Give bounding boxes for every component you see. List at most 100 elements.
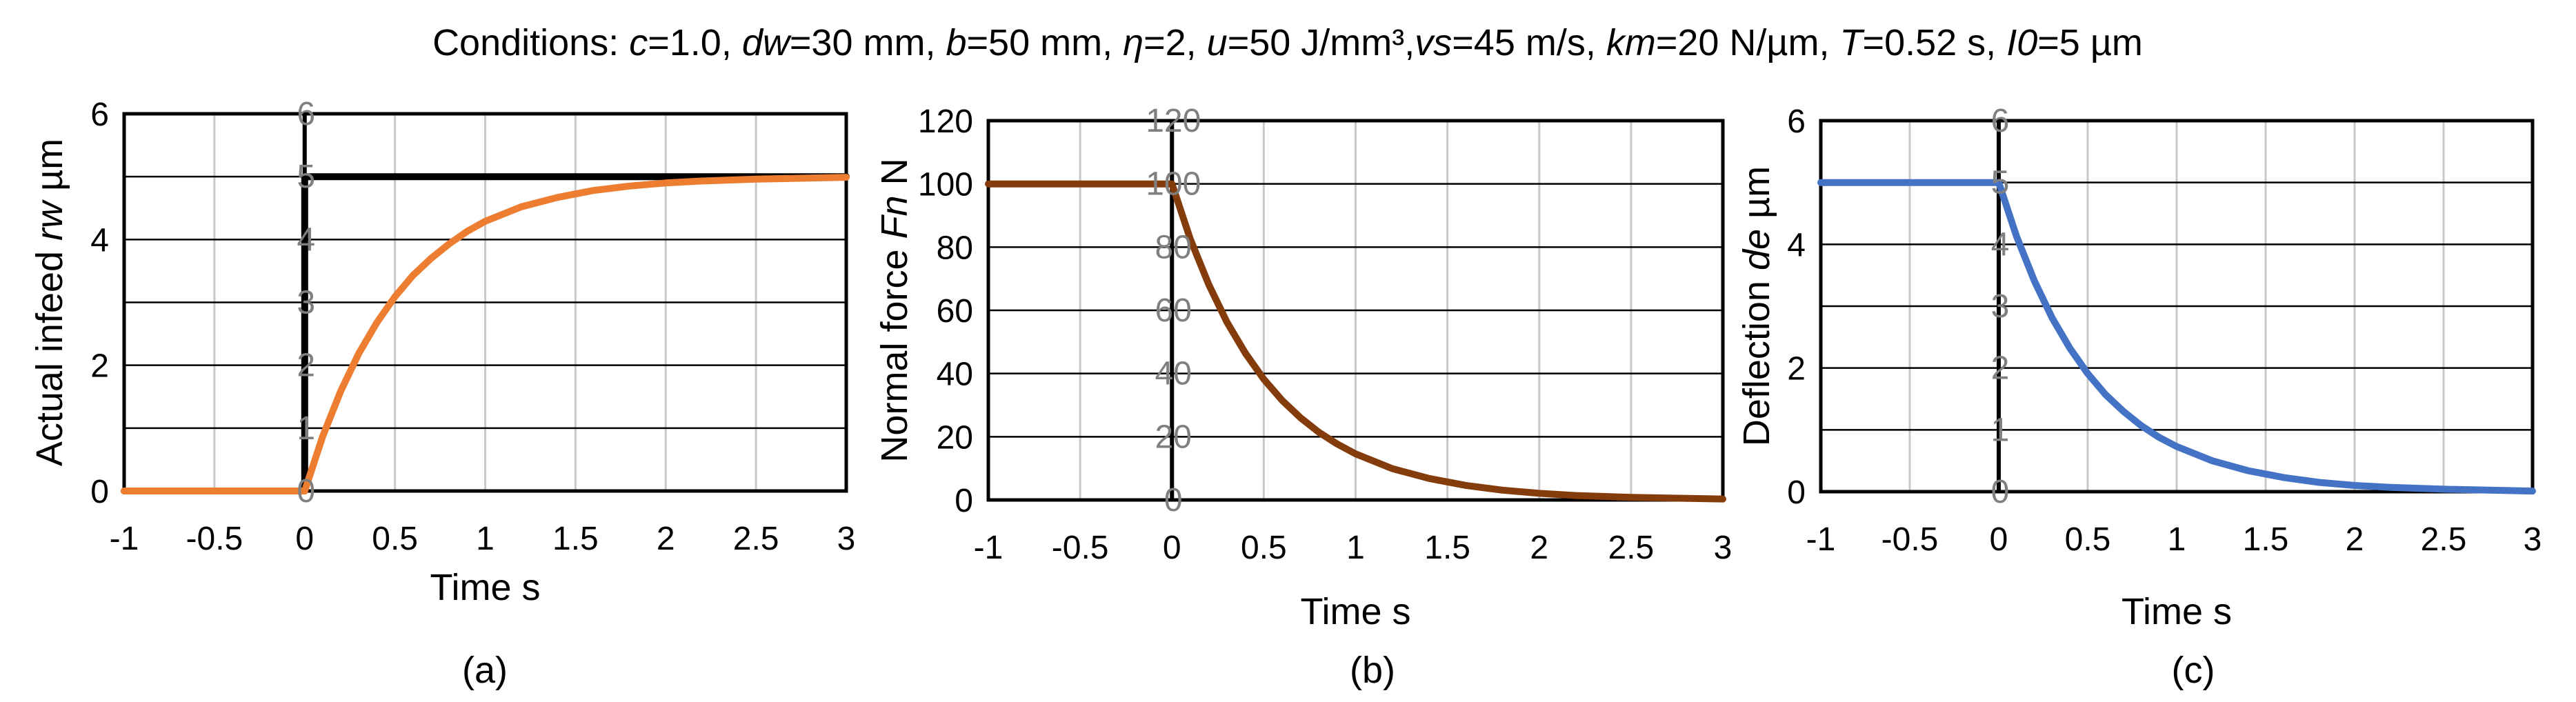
conditions-part: dw (742, 22, 792, 63)
conditions-part: vs (1415, 22, 1452, 63)
conditions-part: =1.0, (648, 22, 742, 63)
conditions-title: Conditions: c=1.0, dw=30 mm, b=50 mm, η=… (432, 22, 2143, 63)
x-tick-label: 1.5 (1424, 530, 1470, 566)
inner-y-tick-label: 2 (297, 348, 315, 384)
x-tick-label: 0 (1990, 521, 2008, 558)
conditions-part: km (1606, 22, 1656, 63)
y-axis-label: Normal force Fn N (874, 158, 915, 462)
y-tick-label: 4 (90, 222, 109, 259)
y-axis-label-part: Normal force (874, 239, 915, 462)
y-tick-label: 100 (918, 167, 973, 203)
inner-y-tick-label: 20 (1155, 419, 1192, 455)
conditions-part: =2, (1144, 22, 1207, 63)
x-tick-label: 2.5 (2421, 521, 2467, 558)
x-tick-label: -1 (110, 521, 139, 557)
y-tick-label: 80 (937, 230, 973, 266)
inner-y-tick-label: 0 (1991, 474, 2010, 510)
y-tick-label: 2 (1787, 351, 1806, 388)
x-tick-label: -0.5 (1052, 530, 1109, 566)
x-tick-label: 0.5 (1241, 530, 1287, 566)
x-tick-label: 2.5 (1608, 530, 1655, 566)
x-axis-label: Time s (1301, 591, 1411, 632)
y-axis-label-part: µm (1736, 166, 1777, 229)
conditions-part: η (1123, 22, 1144, 63)
inner-y-tick-label: 80 (1155, 229, 1192, 265)
conditions-part: =50 J/mm³, (1228, 22, 1415, 63)
series-line-normal-force (985, 180, 1726, 503)
conditions-part: T (1840, 22, 1866, 63)
x-tick-label: 3 (2524, 521, 2542, 558)
x-tick-label: 1.5 (552, 521, 599, 557)
x-tick-label: 1.5 (2243, 521, 2289, 558)
inner-y-tick-label: 1 (297, 410, 315, 447)
y-tick-label: 6 (1787, 103, 1806, 140)
inner-y-tick-label: 4 (1991, 226, 2010, 263)
x-tick-label: 3 (1714, 530, 1733, 566)
inner-y-tick-label: 100 (1146, 166, 1201, 203)
x-tick-label: 1 (2168, 521, 2186, 558)
y-axis-label-part: rw (29, 199, 70, 241)
series-line-actual-infeed (121, 174, 850, 494)
subfigure-caption: (b) (1350, 650, 1395, 691)
x-tick-label: -0.5 (1881, 521, 1939, 558)
inner-y-tick-label: 6 (297, 96, 315, 132)
x-tick-label: 1 (476, 521, 495, 557)
conditions-part: =50 mm, (967, 22, 1124, 63)
y-tick-label: 120 (918, 103, 973, 140)
conditions-part: =20 N/µm, (1656, 22, 1840, 63)
y-axis-label: Deflection de µm (1736, 166, 1777, 446)
x-tick-label: 2 (657, 521, 675, 557)
y-axis-label-part: Actual infeed (29, 241, 70, 466)
x-tick-label: -0.5 (186, 521, 243, 557)
x-tick-label: 1 (1346, 530, 1365, 566)
x-axis-label: Time s (430, 567, 541, 608)
y-tick-label: 40 (937, 357, 973, 393)
inner-y-tick-label: 6 (1991, 103, 2010, 139)
x-tick-label: 2 (1530, 530, 1548, 566)
y-tick-label: 0 (90, 474, 109, 510)
conditions-part: =45 m/s, (1452, 22, 1606, 63)
x-tick-label: 3 (837, 521, 856, 557)
y-axis-label-part: µm (29, 139, 70, 201)
x-tick-label: 2.5 (733, 521, 779, 557)
conditions-part: =30 mm, (790, 22, 946, 63)
y-tick-label: 2 (90, 348, 109, 385)
inner-y-tick-label: 40 (1155, 356, 1192, 392)
x-tick-label: 2 (2346, 521, 2364, 558)
inner-y-tick-label: 5 (1991, 165, 2010, 201)
y-tick-label: 0 (955, 483, 973, 519)
chart-1: 0 1 2 3 4 5 6 0 2 4 6 -1 -0.5 0 0.5 1 1.5 2 2.5 3 Time s Actu… (29, 96, 855, 691)
conditions-part: I0 (2006, 22, 2037, 63)
x-tick-label: -1 (1806, 521, 1836, 558)
y-tick-label: 20 (937, 419, 973, 456)
inner-y-tick-label: 5 (297, 159, 315, 195)
plot-frame (122, 112, 848, 493)
inner-y-tick-label: 0 (297, 473, 315, 510)
x-tick-label: 0 (295, 521, 314, 557)
y-axis-label-part: N (874, 158, 915, 195)
y-tick-label: 60 (937, 293, 973, 330)
conditions-part: =0.52 s, (1863, 22, 2007, 63)
subfigure-caption: (c) (2172, 650, 2215, 691)
conditions-part: b (946, 22, 966, 63)
conditions-part: =5 µm (2037, 22, 2143, 63)
conditions-part: c (629, 22, 648, 63)
subfigure-caption: (a) (462, 650, 508, 691)
chart-2: 0 20 40 60 80 100 120 0 20 40 60 80 100 120 -1 -0.5 0 0.5… (874, 103, 1732, 691)
series-line-deflection (1817, 179, 2536, 495)
x-tick-label: 0.5 (2065, 521, 2111, 558)
x-tick-label: 0 (1163, 530, 1181, 566)
y-tick-label: 4 (1787, 227, 1806, 263)
inner-y-tick-label: 3 (297, 285, 315, 321)
conditions-part: u (1207, 22, 1228, 63)
chart-3: 0 1 2 3 4 5 6 0 2 4 6 -1 -0.5 0 0.5 1 1.5 2 2.5 3 Time s Defl… (1736, 103, 2542, 691)
inner-y-tick-label: 0 (1164, 482, 1183, 519)
y-tick-label: 0 (1787, 474, 1806, 511)
x-axis-label: Time s (2121, 591, 2232, 632)
inner-y-tick-label: 3 (1991, 288, 2010, 325)
x-tick-label: -1 (974, 530, 1004, 566)
inner-y-tick-label: 2 (1991, 350, 2010, 387)
plot-frame (1819, 119, 2535, 494)
plot-frame (986, 119, 1725, 502)
